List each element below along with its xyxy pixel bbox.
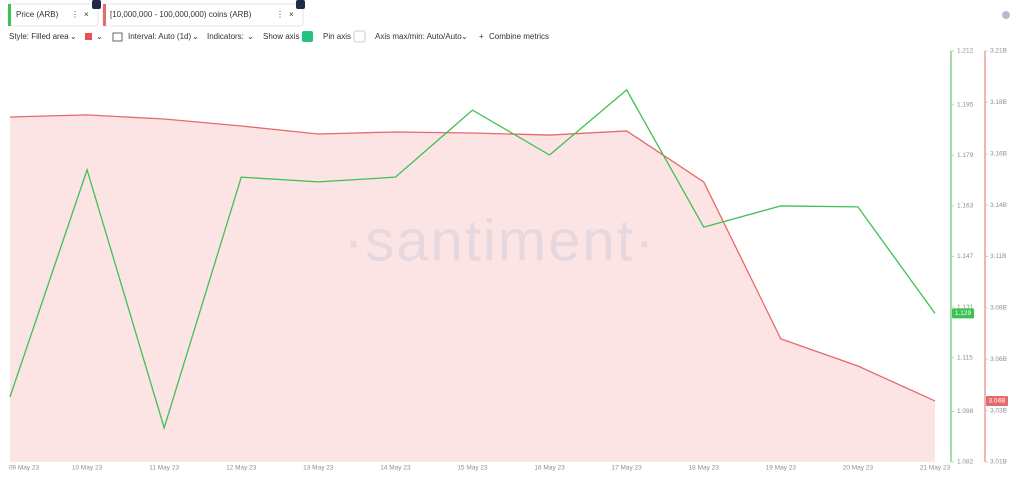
x-tick-label: 19 May 23 <box>766 465 797 472</box>
dropdown-arrow: ⌄ <box>247 32 254 41</box>
chip-menu[interactable]: ⋮ <box>276 10 284 19</box>
y2-tick-label: 3.01B <box>990 459 1007 466</box>
metric-chip[interactable]: Price (ARB) ⋮ × <box>7 0 101 27</box>
plot: 1.082 1.098 1.115 1.131 1.147 1.163 1.179 1.195… <box>9 48 1008 472</box>
x-tick-label: 20 May 23 <box>843 465 874 472</box>
x-tick-label: 13 May 23 <box>303 465 334 472</box>
y2-tick-label: 3.18B <box>990 99 1007 106</box>
interval-icon <box>112 32 123 42</box>
settings-icon[interactable] <box>1002 11 1010 19</box>
y2-tick-label: 3.08B <box>990 305 1007 312</box>
area <box>10 114 935 463</box>
x-tick-label: 17 May 23 <box>611 465 642 472</box>
x-tick-label: 18 May 23 <box>689 465 720 472</box>
x-tick-label: 12 May 23 <box>226 465 257 472</box>
chip-close[interactable]: × <box>84 10 89 19</box>
last-value-badge <box>952 308 974 319</box>
x-tick-label: 10 May 23 <box>72 465 103 472</box>
y-tick-label: 1.115 <box>957 354 973 361</box>
y2-tick-label: 3.14B <box>990 202 1007 209</box>
color-select[interactable] <box>85 33 92 40</box>
style-select[interactable]: Style: Filled area <box>9 32 69 41</box>
chip-icon[interactable] <box>92 0 101 9</box>
combine-metrics[interactable]: Combine metrics <box>489 32 549 41</box>
x-tick-label: 14 May 23 <box>380 465 411 472</box>
dropdown-arrow: ⌄ <box>461 32 468 41</box>
y-tick-label: 1.195 <box>957 101 974 108</box>
last-value-badge <box>986 395 1008 406</box>
combine-plus: + <box>479 32 484 41</box>
x-tick-label: 21 May 23 <box>920 465 951 472</box>
y2-tick-label: 3.16B <box>990 150 1007 157</box>
line <box>9 88 936 431</box>
pin-axis-checkbox[interactable] <box>353 30 366 43</box>
chip-color <box>103 4 106 26</box>
x-tick-label: 09 May 23 <box>9 465 40 472</box>
chip-label: Price (ARB) <box>16 10 59 19</box>
chip-icon[interactable] <box>296 0 305 9</box>
y-tick-label: 1.131 <box>957 304 974 311</box>
watermark: ·santiment· <box>344 208 656 273</box>
x-tick-label: 16 May 23 <box>534 465 565 472</box>
y-tick-label: 1.098 <box>957 408 974 415</box>
x-tick-label: 11 May 23 <box>149 465 179 472</box>
chip-label: [10,000,000 - 100,000,000) coins (ARB) <box>110 10 252 19</box>
y2-tick-label: 3.06B <box>990 356 1007 363</box>
indicators-select[interactable]: Indicators: <box>207 32 244 41</box>
last-value-label: 3.04B <box>989 398 1006 405</box>
y-tick-label: 1.179 <box>957 152 974 159</box>
pin-axis-label: Pin axis <box>323 32 351 41</box>
dropdown-arrow: ⌄ <box>192 32 199 41</box>
interval-select[interactable]: Interval: Auto (1d) <box>128 32 191 41</box>
show-axis-label: Show axis <box>263 32 299 41</box>
x-tick-label: 15 May 23 <box>457 465 488 472</box>
axis-minmax-select[interactable]: Axis max/min: Auto/Auto <box>375 32 462 41</box>
y2-tick-label: 3.03B <box>990 407 1007 414</box>
y-tick-label: 1.082 <box>957 459 974 466</box>
y2-tick-label: 3.11B <box>990 253 1007 260</box>
chip-color <box>8 4 11 26</box>
chip-close[interactable]: × <box>289 10 294 19</box>
y2-tick-label: 3.21B <box>990 48 1007 55</box>
last-value-label: 1.129 <box>955 310 972 317</box>
chip-menu[interactable]: ⋮ <box>71 10 79 19</box>
y-tick-label: 1.163 <box>957 203 974 210</box>
line <box>9 114 936 402</box>
y-tick-label: 1.212 <box>957 48 974 55</box>
dropdown-arrow: ⌄ <box>96 32 103 41</box>
show-axis-checkbox[interactable] <box>302 31 313 42</box>
dropdown-arrow: ⌄ <box>70 32 77 41</box>
metric-chip[interactable]: [10,000,000 - 100,000,000) coins (ARB) ⋮… <box>102 0 305 27</box>
y-tick-label: 1.147 <box>957 253 974 260</box>
